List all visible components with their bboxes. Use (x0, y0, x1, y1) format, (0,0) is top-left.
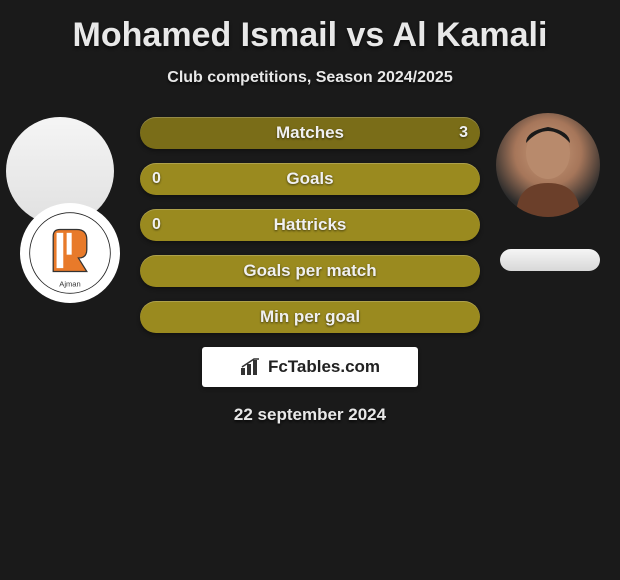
player-right-avatar (496, 113, 600, 217)
date-label: 22 september 2024 (0, 405, 620, 425)
stat-label: Hattricks (274, 215, 347, 235)
comparison-card: Mohamed Ismail vs Al Kamali Club competi… (0, 0, 620, 435)
subtitle: Club competitions, Season 2024/2025 (0, 69, 620, 87)
stat-row: Matches 3 (140, 117, 480, 149)
stat-bars: Matches 3 0 Goals 0 Hattricks Goals per match M… (140, 117, 480, 333)
stats-area: Ajman Matches 3 0 Goals 0 Hattricks Goals per … (0, 117, 620, 333)
branding-text: FcTables.com (268, 357, 380, 377)
page-title: Mohamed Ismail vs Al Kamali (0, 16, 620, 55)
stat-row: 0 Hattricks (140, 209, 480, 241)
branding-badge: FcTables.com (202, 347, 418, 387)
stat-row: Min per goal (140, 301, 480, 333)
ajman-badge-icon: Ajman (28, 211, 112, 295)
stat-value-left: 0 (152, 170, 161, 188)
stat-label: Goals per match (243, 261, 376, 281)
svg-text:Ajman: Ajman (59, 280, 80, 289)
stat-row: Goals per match (140, 255, 480, 287)
stat-value-left: 0 (152, 216, 161, 234)
stat-label: Goals (286, 169, 333, 189)
stat-label: Min per goal (260, 307, 360, 327)
club-right-badge (500, 249, 600, 271)
stat-value-right: 3 (459, 124, 468, 142)
stat-label: Matches (276, 123, 344, 143)
fctables-logo-icon (240, 358, 262, 376)
stat-row: 0 Goals (140, 163, 480, 195)
club-left-badge: Ajman (20, 203, 120, 303)
player-silhouette-icon (496, 113, 600, 217)
